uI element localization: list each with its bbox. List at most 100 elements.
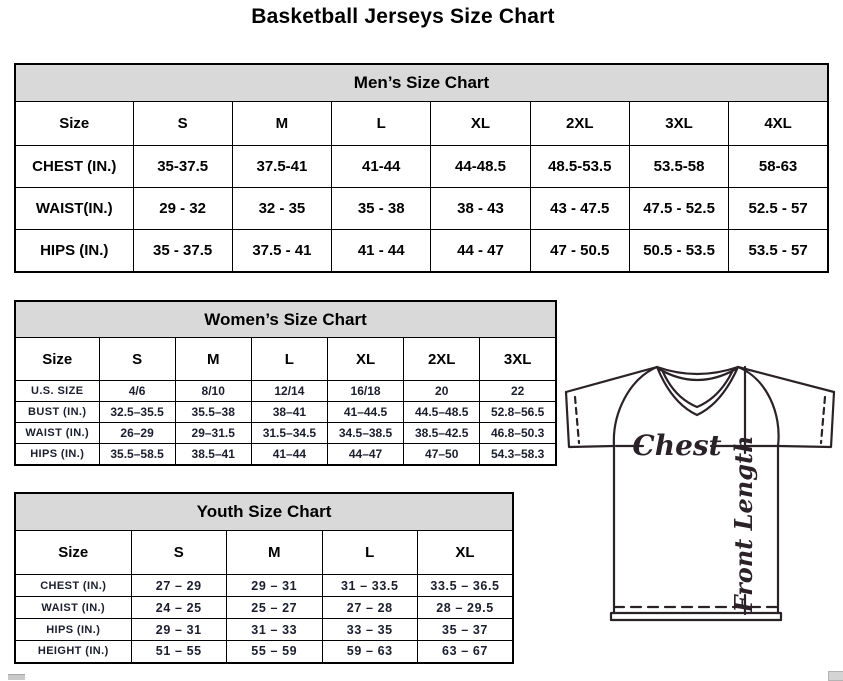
size-value-cell: 37.5-41 <box>231 145 333 188</box>
column-header: Size <box>14 337 100 381</box>
column-header-row: Size S M L XL 2XL 3XL 4XL <box>14 101 829 146</box>
column-header: XL <box>430 101 531 146</box>
size-value-cell: 16/18 <box>326 380 405 402</box>
size-value-cell: 52.8–56.5 <box>479 401 557 423</box>
size-value-cell: 26–29 <box>98 422 176 444</box>
size-value-cell: 38.5–41 <box>174 443 252 465</box>
column-header: XL <box>417 530 514 575</box>
row-label: WAIST(IN.) <box>14 187 134 230</box>
size-value-cell: 54.3–58.3 <box>479 443 557 465</box>
size-value-cell: 50.5 - 53.5 <box>628 229 730 272</box>
front-length-label: Front Length <box>729 435 758 613</box>
size-value-cell: 31.5–34.5 <box>250 422 328 444</box>
womens-size-chart-table: Women’s Size Chart Size S M L XL 2XL 3XL U.S. SI… <box>14 300 557 466</box>
column-header: L <box>321 530 418 575</box>
column-header: L <box>250 337 328 381</box>
size-value-cell: 53.5-58 <box>628 145 730 188</box>
size-value-cell: 24 – 25 <box>130 596 227 619</box>
row-label: HIPS (IN.) <box>14 618 132 641</box>
size-value-cell: 41-44 <box>331 145 432 188</box>
column-header: 4XL <box>728 101 829 146</box>
horizontal-scrollbar-thumb[interactable] <box>8 674 25 680</box>
size-value-cell: 35-37.5 <box>132 145 233 188</box>
mens-size-chart-table: Men’s Size Chart Size S M L XL 2XL 3XL 4XL CHEST … <box>14 63 829 273</box>
size-value-cell: 46.8–50.3 <box>479 422 557 444</box>
table-row: WAIST (IN.) 24 – 25 25 – 27 27 – 28 28 – 29.… <box>14 596 514 619</box>
row-label: CHEST (IN.) <box>14 574 132 597</box>
column-header: Size <box>14 101 134 146</box>
size-value-cell: 63 – 67 <box>417 640 514 663</box>
youth-size-chart-table: Youth Size Chart Size S M L XL CHEST (IN.) 27 –… <box>14 492 514 664</box>
column-header: S <box>132 101 233 146</box>
size-value-cell: 38 - 43 <box>430 187 531 230</box>
column-header: M <box>174 337 252 381</box>
size-value-cell: 59 – 63 <box>321 640 418 663</box>
size-value-cell: 47–50 <box>403 443 481 465</box>
size-value-cell: 28 – 29.5 <box>417 596 514 619</box>
column-header: 2XL <box>529 101 630 146</box>
column-header: L <box>331 101 432 146</box>
size-value-cell: 47 - 50.5 <box>529 229 630 272</box>
jersey-collar-back-arc-2 <box>657 367 738 382</box>
size-value-cell: 43 - 47.5 <box>529 187 630 230</box>
size-value-cell: 31 – 33.5 <box>321 574 418 597</box>
column-header-row: Size S M L XL 2XL 3XL <box>14 337 557 381</box>
row-label: HIPS (IN.) <box>14 443 100 465</box>
table-title-band: Youth Size Chart <box>14 492 514 531</box>
size-value-cell: 22 <box>479 380 557 402</box>
size-value-cell: 8/10 <box>174 380 252 402</box>
jersey-right-sleeve-seam <box>736 365 780 448</box>
row-label: BUST (IN.) <box>14 401 100 423</box>
chest-label: Chest <box>632 429 721 462</box>
jersey-collar-outer-v <box>655 365 740 417</box>
size-value-cell: 27 – 29 <box>130 574 227 597</box>
size-value-cell: 53.5 - 57 <box>728 229 829 272</box>
size-value-cell: 44.5–48.5 <box>403 401 481 423</box>
size-value-cell: 38.5–42.5 <box>403 422 481 444</box>
table-title-band: Women’s Size Chart <box>14 300 557 338</box>
table-row: HEIGHT (IN.) 51 – 55 55 – 59 59 – 63 63 – 67 <box>14 640 514 663</box>
size-value-cell: 44-48.5 <box>430 145 531 188</box>
size-value-cell: 52.5 - 57 <box>728 187 829 230</box>
size-value-cell: 37.5 - 41 <box>231 229 333 272</box>
column-header: M <box>231 101 333 146</box>
table-row: HIPS (IN.) 35.5–58.5 38.5–41 41–44 44–47 47–5… <box>14 443 557 465</box>
size-value-cell: 35 - 38 <box>331 187 432 230</box>
size-value-cell: 25 – 27 <box>226 596 323 619</box>
size-value-cell: 44–47 <box>326 443 405 465</box>
column-header: 2XL <box>403 337 481 381</box>
size-value-cell: 31 – 33 <box>226 618 323 641</box>
jersey-right-sleeve-outline <box>776 390 836 449</box>
jersey-collar-inner-v <box>661 370 734 409</box>
size-value-cell: 32.5–35.5 <box>98 401 176 423</box>
size-value-cell: 34.5–38.5 <box>326 422 405 444</box>
size-value-cell: 55 – 59 <box>226 640 323 663</box>
table-row: U.S. SIZE 4/6 8/10 12/14 16/18 20 22 <box>14 380 557 402</box>
row-label: WAIST (IN.) <box>14 596 132 619</box>
size-value-cell: 35 - 37.5 <box>132 229 233 272</box>
size-value-cell: 32 - 35 <box>231 187 333 230</box>
jersey-measurement-diagram: Chest Front Length <box>564 365 836 622</box>
scrollbar-corner[interactable] <box>828 671 843 681</box>
row-label: CHEST (IN.) <box>14 145 134 188</box>
size-value-cell: 51 – 55 <box>130 640 227 663</box>
row-label: WAIST (IN.) <box>14 422 100 444</box>
table-row: CHEST (IN.) 27 – 29 29 – 31 31 – 33.5 33.5 –… <box>14 574 514 597</box>
size-value-cell: 29 - 32 <box>132 187 233 230</box>
table-row: WAIST(IN.) 29 - 32 32 - 35 35 - 38 38 - 43 43… <box>14 187 829 230</box>
jersey-right-cuff-dashed-line <box>819 395 827 445</box>
jersey-left-sleeve-seam <box>612 365 659 448</box>
column-header: 3XL <box>628 101 730 146</box>
size-value-cell: 12/14 <box>250 380 328 402</box>
jersey-hem-band <box>609 611 783 622</box>
size-value-cell: 35.5–58.5 <box>98 443 176 465</box>
size-value-cell: 48.5-53.5 <box>529 145 630 188</box>
size-value-cell: 41–44 <box>250 443 328 465</box>
page-title: Basketball Jerseys Size Chart <box>251 5 555 28</box>
table-row: HIPS (IN.) 35 - 37.5 37.5 - 41 41 - 44 44 - … <box>14 229 829 272</box>
column-header: XL <box>326 337 405 381</box>
size-value-cell: 29 – 31 <box>226 574 323 597</box>
size-value-cell: 20 <box>403 380 481 402</box>
jersey-left-cuff-dashed-line <box>573 395 581 445</box>
size-value-cell: 58-63 <box>728 145 829 188</box>
